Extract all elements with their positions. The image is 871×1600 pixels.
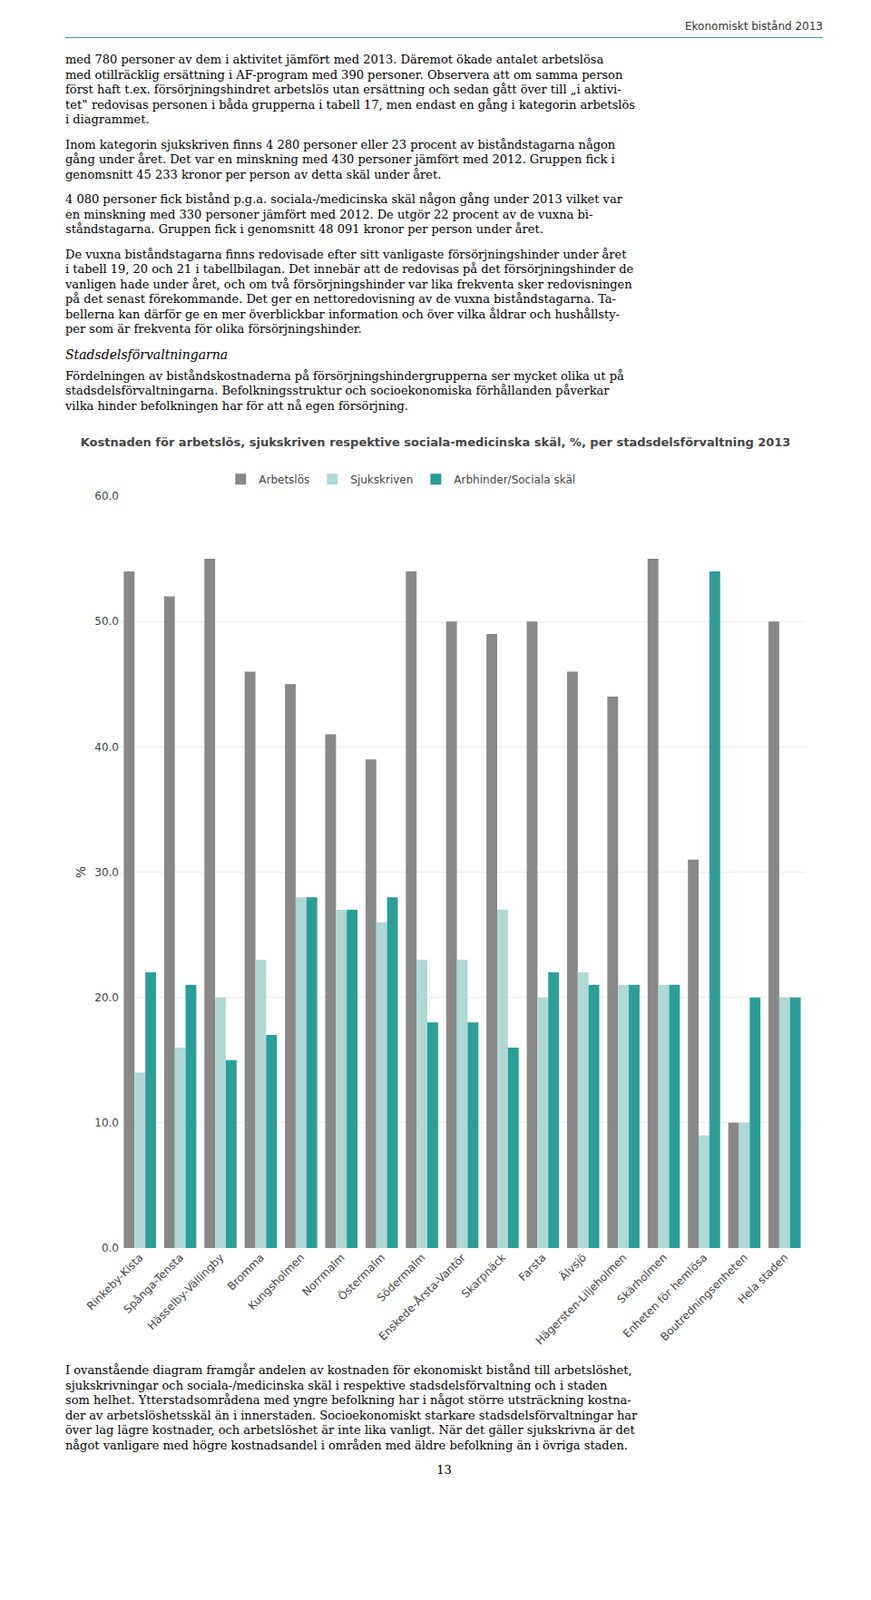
svg-text:Norrmalm: Norrmalm: [299, 1251, 347, 1299]
svg-text:Älvsjö: Älvsjö: [556, 1251, 589, 1284]
svg-text:Sjukskriven: Sjukskriven: [350, 473, 413, 487]
html-text:Stadsdelsförvaltningarna: Stadsdelsförvaltningarna: [65, 347, 228, 362]
svg-text:Kungsholmen: Kungsholmen: [245, 1251, 307, 1312]
svg-text:40.0: 40.0: [94, 741, 119, 754]
svg-text:10.0: 10.0: [94, 1116, 119, 1130]
svg-text:Enskede-Årsta-Vantör: Enskede-Årsta-Vantör: [375, 1251, 469, 1344]
svg-text:20.0: 20.0: [94, 991, 119, 1005]
svg-text:Enheten för hemlösa: Enheten för hemlösa: [620, 1251, 710, 1341]
svg-text:Bromma: Bromma: [225, 1251, 267, 1293]
svg-text:Skarpnäck: Skarpnäck: [459, 1251, 509, 1301]
svg-text:Boutredningsenheten: Boutredningsenheten: [657, 1251, 751, 1344]
svg-text:Hela staden: Hela staden: [734, 1251, 791, 1307]
svg-text:Arbetslös: Arbetslös: [258, 473, 310, 487]
html-text:4 080 personer fick bistånd p.: 4 080 personer fick bistånd p.g.a. socia…: [65, 192, 623, 237]
svg-text:Hägersten-Liljeholmen: Hägersten-Liljeholmen: [533, 1251, 630, 1348]
svg-text:Södermalm: Södermalm: [374, 1251, 429, 1305]
svg-text:50.0: 50.0: [94, 615, 119, 628]
html-text:Ekonomiskt bistånd 2013: Ekonomiskt bistånd 2013: [685, 19, 823, 33]
html-text:I ovanstående diagram framgår: I ovanstående diagram framgår andelen av…: [65, 1363, 638, 1453]
html-text:med 780 personer av dem i akti: med 780 personer av dem i aktivitet jämf…: [65, 52, 636, 127]
svg-text:Rinkeby-Kista: Rinkeby-Kista: [84, 1251, 147, 1313]
svg-text:Hässelby-Vällingby: Hässelby-Vällingby: [145, 1251, 226, 1332]
html-text:De vuxna biståndstagarna finns: De vuxna biståndstagarna finns redovisad…: [65, 247, 634, 336]
svg-text:Östermalm: Östermalm: [334, 1250, 388, 1303]
html-text:13: 13: [436, 1463, 452, 1478]
svg-text:Kostnaden för arbetslös, sjuks: Kostnaden för arbetslös, sjukskriven res…: [80, 435, 792, 450]
svg-text:60.0: 60.0: [94, 489, 119, 503]
svg-text:30.0: 30.0: [94, 866, 119, 880]
svg-text:Skärholmen: Skärholmen: [615, 1251, 670, 1306]
html-text:Fördelningen av biståndskostna: Fördelningen av biståndskostnaderna på f…: [65, 368, 624, 413]
svg-text:%: %: [73, 866, 89, 879]
svg-text:Farsta: Farsta: [516, 1251, 549, 1284]
svg-text:0.0: 0.0: [101, 1242, 119, 1255]
html-text:Inom kategorin sjukskriven fin: Inom kategorin sjukskriven finns 4 280 p…: [65, 137, 616, 182]
svg-text:Arbhinder/Sociala skäl: Arbhinder/Sociala skäl: [453, 473, 576, 487]
svg-text:Spånga-Tensta: Spånga-Tensta: [121, 1251, 186, 1316]
